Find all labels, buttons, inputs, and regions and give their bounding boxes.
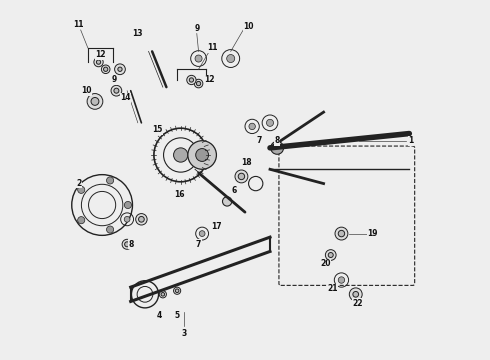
Circle shape: [328, 252, 333, 257]
Text: 15: 15: [152, 126, 163, 135]
Circle shape: [114, 88, 119, 93]
Text: 20: 20: [320, 260, 331, 269]
Circle shape: [77, 186, 85, 193]
Circle shape: [325, 249, 336, 260]
Text: 11: 11: [74, 20, 84, 29]
Circle shape: [106, 226, 114, 233]
Circle shape: [124, 242, 130, 247]
Circle shape: [187, 75, 196, 85]
Circle shape: [235, 170, 248, 183]
Circle shape: [101, 65, 110, 73]
Circle shape: [349, 288, 362, 301]
Text: 4: 4: [157, 311, 162, 320]
Circle shape: [136, 213, 147, 225]
Text: 19: 19: [368, 229, 378, 238]
Circle shape: [139, 216, 144, 222]
Text: 12: 12: [204, 76, 215, 85]
Text: 14: 14: [120, 93, 130, 102]
Circle shape: [91, 98, 99, 105]
Text: 8: 8: [128, 240, 133, 249]
Circle shape: [188, 141, 217, 169]
Circle shape: [106, 177, 114, 184]
Text: 22: 22: [352, 299, 363, 308]
Text: 18: 18: [242, 158, 252, 167]
Circle shape: [122, 239, 132, 249]
Text: 13: 13: [133, 29, 143, 38]
Circle shape: [196, 81, 201, 86]
Circle shape: [227, 54, 235, 63]
Circle shape: [124, 202, 131, 208]
Text: 7: 7: [257, 136, 262, 145]
Text: 1: 1: [409, 136, 414, 145]
Text: 17: 17: [211, 222, 222, 231]
Circle shape: [124, 216, 130, 222]
Text: 16: 16: [173, 190, 184, 199]
Circle shape: [87, 94, 103, 109]
Circle shape: [267, 119, 273, 126]
Circle shape: [195, 55, 202, 62]
Circle shape: [94, 58, 103, 67]
Text: 2: 2: [76, 179, 81, 188]
Circle shape: [175, 289, 179, 293]
Circle shape: [111, 85, 122, 96]
Circle shape: [338, 277, 344, 283]
Circle shape: [103, 67, 108, 71]
Text: 7: 7: [196, 240, 201, 249]
Text: 12: 12: [95, 50, 105, 59]
Circle shape: [196, 149, 209, 161]
Text: 8: 8: [274, 136, 280, 145]
Circle shape: [199, 231, 205, 237]
Circle shape: [194, 79, 203, 88]
Circle shape: [115, 64, 125, 75]
Text: 21: 21: [327, 284, 338, 293]
Circle shape: [249, 123, 255, 130]
Text: 3: 3: [182, 329, 187, 338]
Circle shape: [77, 217, 85, 224]
Circle shape: [353, 292, 359, 297]
Text: 6: 6: [232, 186, 237, 195]
Circle shape: [338, 230, 344, 237]
Text: 10: 10: [81, 86, 91, 95]
Text: 5: 5: [174, 311, 180, 320]
Text: 9: 9: [194, 24, 199, 33]
Circle shape: [159, 291, 167, 298]
Text: 11: 11: [208, 43, 218, 52]
Circle shape: [173, 148, 188, 162]
Circle shape: [222, 197, 232, 206]
Text: 10: 10: [244, 22, 254, 31]
Circle shape: [161, 293, 165, 296]
Circle shape: [173, 287, 181, 294]
Text: 9: 9: [112, 76, 117, 85]
Circle shape: [118, 67, 122, 71]
Circle shape: [270, 141, 284, 154]
Circle shape: [189, 78, 194, 82]
Circle shape: [335, 227, 348, 240]
Circle shape: [238, 173, 245, 180]
Circle shape: [97, 60, 100, 64]
